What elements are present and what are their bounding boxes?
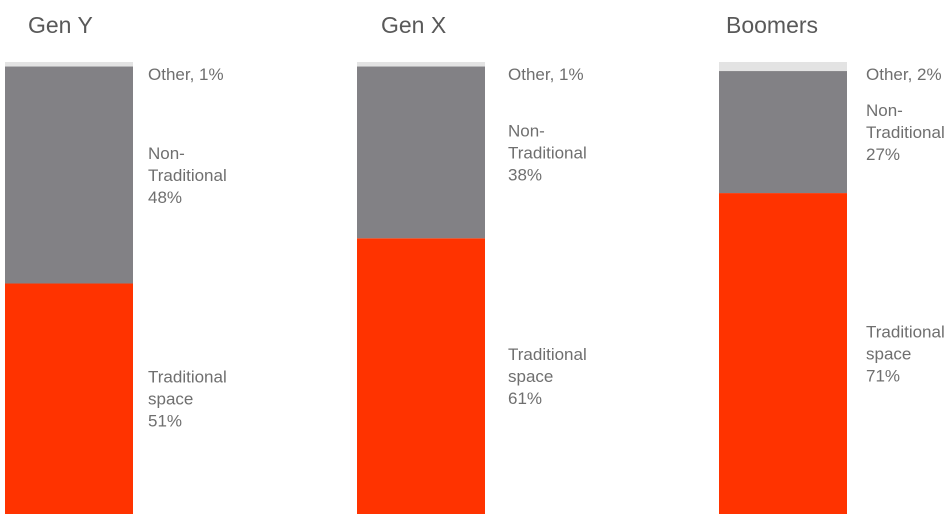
segment-label-traditional: Traditional space 51% bbox=[148, 368, 227, 431]
segment-label-traditional-line: 61% bbox=[508, 389, 542, 408]
bar-segment-non-traditional bbox=[357, 66, 485, 239]
bar-segment-traditional bbox=[719, 193, 847, 514]
segment-label-traditional-line: space bbox=[508, 367, 553, 386]
bar-segment-other bbox=[357, 62, 485, 67]
category-title: Gen X bbox=[381, 12, 446, 38]
segment-label-traditional-line: Traditional bbox=[508, 345, 587, 364]
bar-segment-traditional bbox=[5, 283, 133, 514]
segment-label-non-traditional-line: Non- bbox=[148, 144, 185, 163]
segment-label-non-traditional: Non- Traditional 38% bbox=[508, 121, 587, 184]
segment-label-non-traditional-line: 48% bbox=[148, 188, 182, 207]
segment-label-non-traditional: Non- Traditional 48% bbox=[148, 144, 227, 207]
segment-label-traditional-line: 71% bbox=[866, 367, 900, 386]
segment-label-non-traditional-line: 27% bbox=[866, 145, 900, 164]
segment-label-non-traditional-line: Traditional bbox=[148, 166, 227, 185]
segment-label-traditional-line: 51% bbox=[148, 412, 182, 431]
bar-segment-non-traditional bbox=[5, 66, 133, 284]
segment-label-traditional-line: Traditional bbox=[148, 368, 227, 387]
bar-segment-other bbox=[719, 62, 847, 72]
segment-label-traditional-line: space bbox=[148, 390, 193, 409]
category-title: Boomers bbox=[726, 12, 818, 38]
segment-label-non-traditional-line: Traditional bbox=[508, 143, 587, 162]
segment-label-other: Other, 1% bbox=[508, 65, 584, 84]
bar-group-gen-x: Gen X Other, 1% Non- Traditional 38% Traditio… bbox=[357, 12, 587, 514]
category-title: Gen Y bbox=[28, 12, 93, 38]
segment-label-non-traditional: Non- Traditional 27% bbox=[866, 101, 945, 164]
segment-label-non-traditional-line: Non- bbox=[866, 101, 903, 120]
segment-label-traditional-line: Traditional bbox=[866, 323, 945, 342]
bar-segment-traditional bbox=[357, 238, 485, 514]
segment-label-traditional-line: space bbox=[866, 345, 911, 364]
bar-segment-other bbox=[5, 62, 133, 67]
segment-label-other: Other, 2% bbox=[866, 65, 942, 84]
segment-label-non-traditional-line: Traditional bbox=[866, 123, 945, 142]
bar-group-boomers: Boomers Other, 2% Non- Traditional 27% Tradit… bbox=[719, 12, 945, 514]
bar-segment-non-traditional bbox=[719, 71, 847, 194]
segment-label-traditional: Traditional space 71% bbox=[866, 323, 945, 386]
segment-label-traditional: Traditional space 61% bbox=[508, 345, 587, 408]
segment-label-non-traditional-line: Non- bbox=[508, 121, 545, 140]
segment-label-non-traditional-line: 38% bbox=[508, 165, 542, 184]
bar-group-gen-y: Gen Y Other, 1% Non- Traditional 48% Traditio… bbox=[5, 12, 227, 514]
segment-label-other: Other, 1% bbox=[148, 65, 224, 84]
